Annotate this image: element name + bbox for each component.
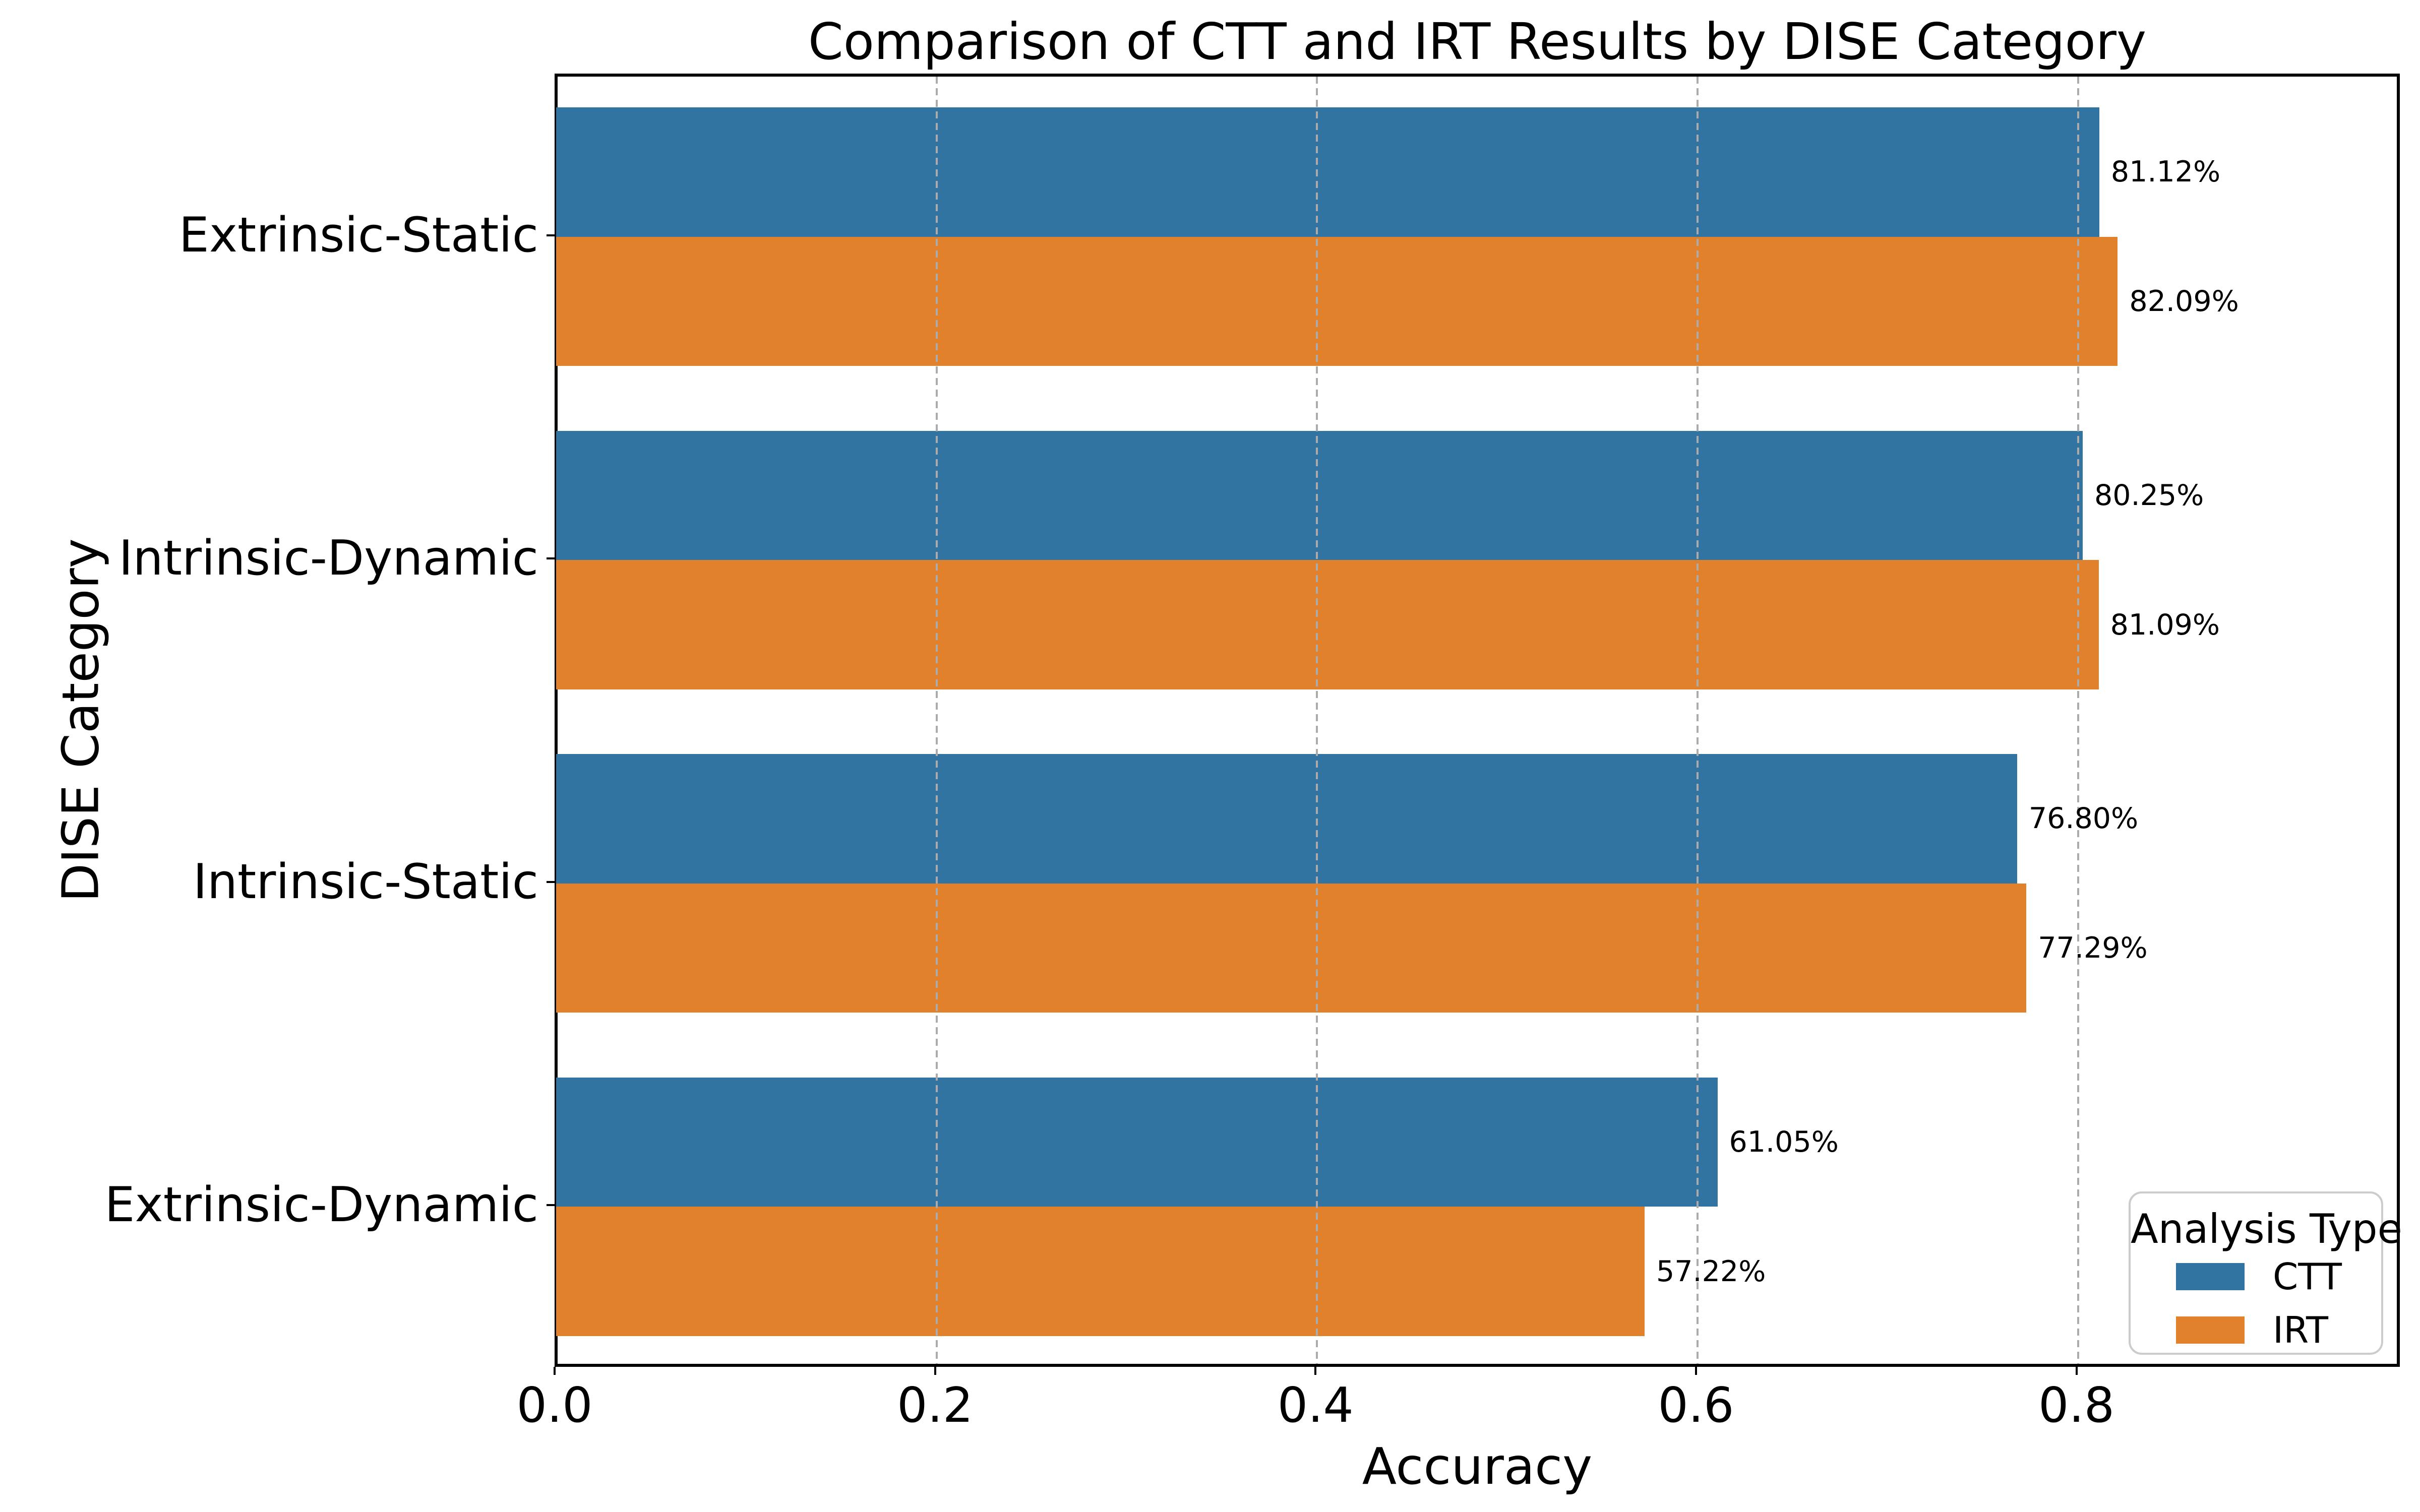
bar-CTT-Extrinsic-Dynamic [556,1077,1718,1207]
bar-IRT-Extrinsic-Static [556,236,2118,366]
y-axis-label: DISE Category [51,538,110,902]
bar-label-CTT-Extrinsic-Dynamic: 61.05% [1729,1125,1839,1159]
bar-IRT-Intrinsic-Dynamic [556,560,2099,689]
legend-title: Analysis Type [2131,1206,2402,1252]
y-tick-label-Intrinsic-Static: Intrinsic-Static [193,854,538,910]
bar-label-IRT-Extrinsic-Static: 82.09% [2129,285,2239,319]
bar-IRT-Intrinsic-Static [556,883,2027,1013]
x-tick-label-0.8: 0.8 [2038,1378,2115,1433]
y-tick-Intrinsic-Dynamic [547,557,555,560]
x-tick-0.4 [1314,1367,1317,1375]
x-tick-0.6 [1695,1367,1697,1375]
legend-label-CTT: CTT [2273,1255,2342,1298]
x-tick-label-0.4: 0.4 [1277,1378,1354,1433]
y-tick-label-Extrinsic-Dynamic: Extrinsic-Dynamic [104,1177,538,1233]
bar-label-CTT-Extrinsic-Static: 81.12% [2110,155,2221,189]
bar-IRT-Extrinsic-Dynamic [556,1207,1645,1336]
legend: Analysis Type CTT IRT [2129,1191,2402,1355]
y-tick-Extrinsic-Static [547,234,555,236]
bar-CTT-Intrinsic-Static [556,754,2017,884]
x-tick-0.8 [2075,1367,2078,1375]
x-axis-label: Accuracy [1362,1437,1593,1496]
y-tick-Extrinsic-Dynamic [547,1204,555,1207]
legend-row-IRT: IRT [2176,1312,2328,1348]
gridline-0.8 [2077,77,2079,1364]
gridline-0.2 [935,77,938,1364]
y-tick-Intrinsic-Static [547,880,555,883]
bar-CTT-Extrinsic-Static [556,107,2099,237]
gridline-0.4 [1316,77,1318,1364]
x-tick-label-0.0: 0.0 [516,1378,593,1433]
legend-label-IRT: IRT [2273,1309,2329,1351]
x-tick-label-0.6: 0.6 [1658,1378,1734,1433]
y-tick-label-Intrinsic-Dynamic: Intrinsic-Dynamic [118,531,538,587]
legend-swatch-CTT [2176,1263,2245,1290]
y-tick-label-Extrinsic-Static: Extrinsic-Static [178,207,538,263]
bar-label-CTT-Intrinsic-Static: 76.80% [2028,802,2139,836]
bar-label-IRT-Intrinsic-Dynamic: 81.09% [2110,608,2220,642]
bar-CTT-Intrinsic-Dynamic [556,430,2083,560]
plot-area: 81.12% 80.25% 76.80% 61.05% 82.09% 81.09% 77.2… [555,74,2400,1367]
bar-label-IRT-Extrinsic-Dynamic: 57.22% [1656,1254,1766,1288]
x-tick-0.2 [934,1367,936,1375]
bar-label-IRT-Intrinsic-Static: 77.29% [2038,931,2148,965]
chart-title: Comparison of CTT and IRT Results by DIS… [808,12,2147,71]
legend-swatch-IRT [2176,1316,2245,1344]
bar-label-CTT-Intrinsic-Dynamic: 80.25% [2094,478,2204,512]
gridline-0.6 [1696,77,1699,1364]
x-tick-label-0.2: 0.2 [897,1378,974,1433]
legend-row-CTT: CTT [2176,1258,2342,1295]
x-tick-0.0 [554,1367,556,1375]
